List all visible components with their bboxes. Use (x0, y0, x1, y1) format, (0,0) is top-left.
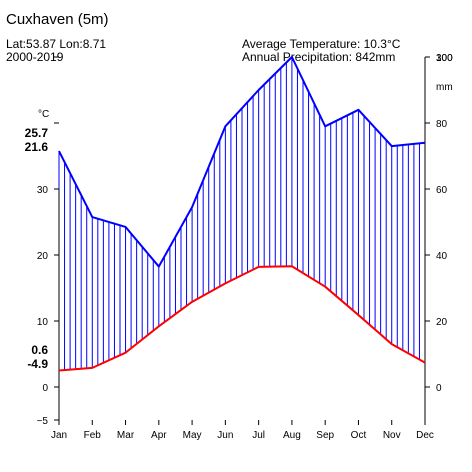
station-period: 2000-2019 (6, 50, 64, 64)
temperature-line (58, 265, 426, 372)
temperature-unit: °C (38, 109, 49, 120)
precipitation-tick-label: 100 (436, 53, 453, 64)
precipitation-unit: mm (436, 82, 453, 93)
month-label: Dec (416, 430, 434, 441)
temperature-tick-label: 0 (42, 383, 48, 394)
precipitation-tick-label: 60 (436, 185, 448, 196)
month-label: Apr (151, 430, 167, 441)
precipitation-tick-label: 20 (436, 317, 448, 328)
temperature-tick-label: 20 (37, 251, 49, 262)
stat-max-warmest: 25.7 (25, 126, 49, 140)
month-label: Jun (217, 430, 233, 441)
temperature-tick-label: 10 (37, 317, 49, 328)
station-coords: Lat:53.87 Lon:8.71 (6, 37, 106, 51)
stat-min-coldest: -4.9 (27, 357, 48, 371)
precipitation-tick-label: 80 (436, 119, 448, 130)
month-label: Oct (351, 430, 367, 441)
month-label: May (183, 430, 202, 441)
month-label: Jan (51, 430, 67, 441)
month-label: Nov (383, 430, 401, 441)
month-label: Feb (84, 430, 102, 441)
precipitation-tick-label: 300 (436, 53, 453, 64)
stat-mean-warmest: 21.6 (25, 140, 49, 154)
temperature-tick-label: 30 (37, 185, 49, 196)
average-temperature: Average Temperature: 10.3°C (242, 37, 401, 51)
month-label: Mar (117, 430, 135, 441)
month-label: Aug (283, 430, 301, 441)
temperature-tick-label: −5 (37, 416, 49, 427)
precipitation-tick-label: 40 (436, 251, 448, 262)
month-label: Jul (252, 430, 265, 441)
annual-precipitation: Annual Precipitation: 842mm (242, 50, 395, 64)
precipitation-line (58, 56, 426, 268)
chart-title: Cuxhaven (5m) (6, 11, 109, 28)
precipitation-tick-label: 0 (436, 383, 442, 394)
stat-mean-coldest: 0.6 (31, 343, 48, 357)
month-label: Sep (316, 430, 334, 441)
